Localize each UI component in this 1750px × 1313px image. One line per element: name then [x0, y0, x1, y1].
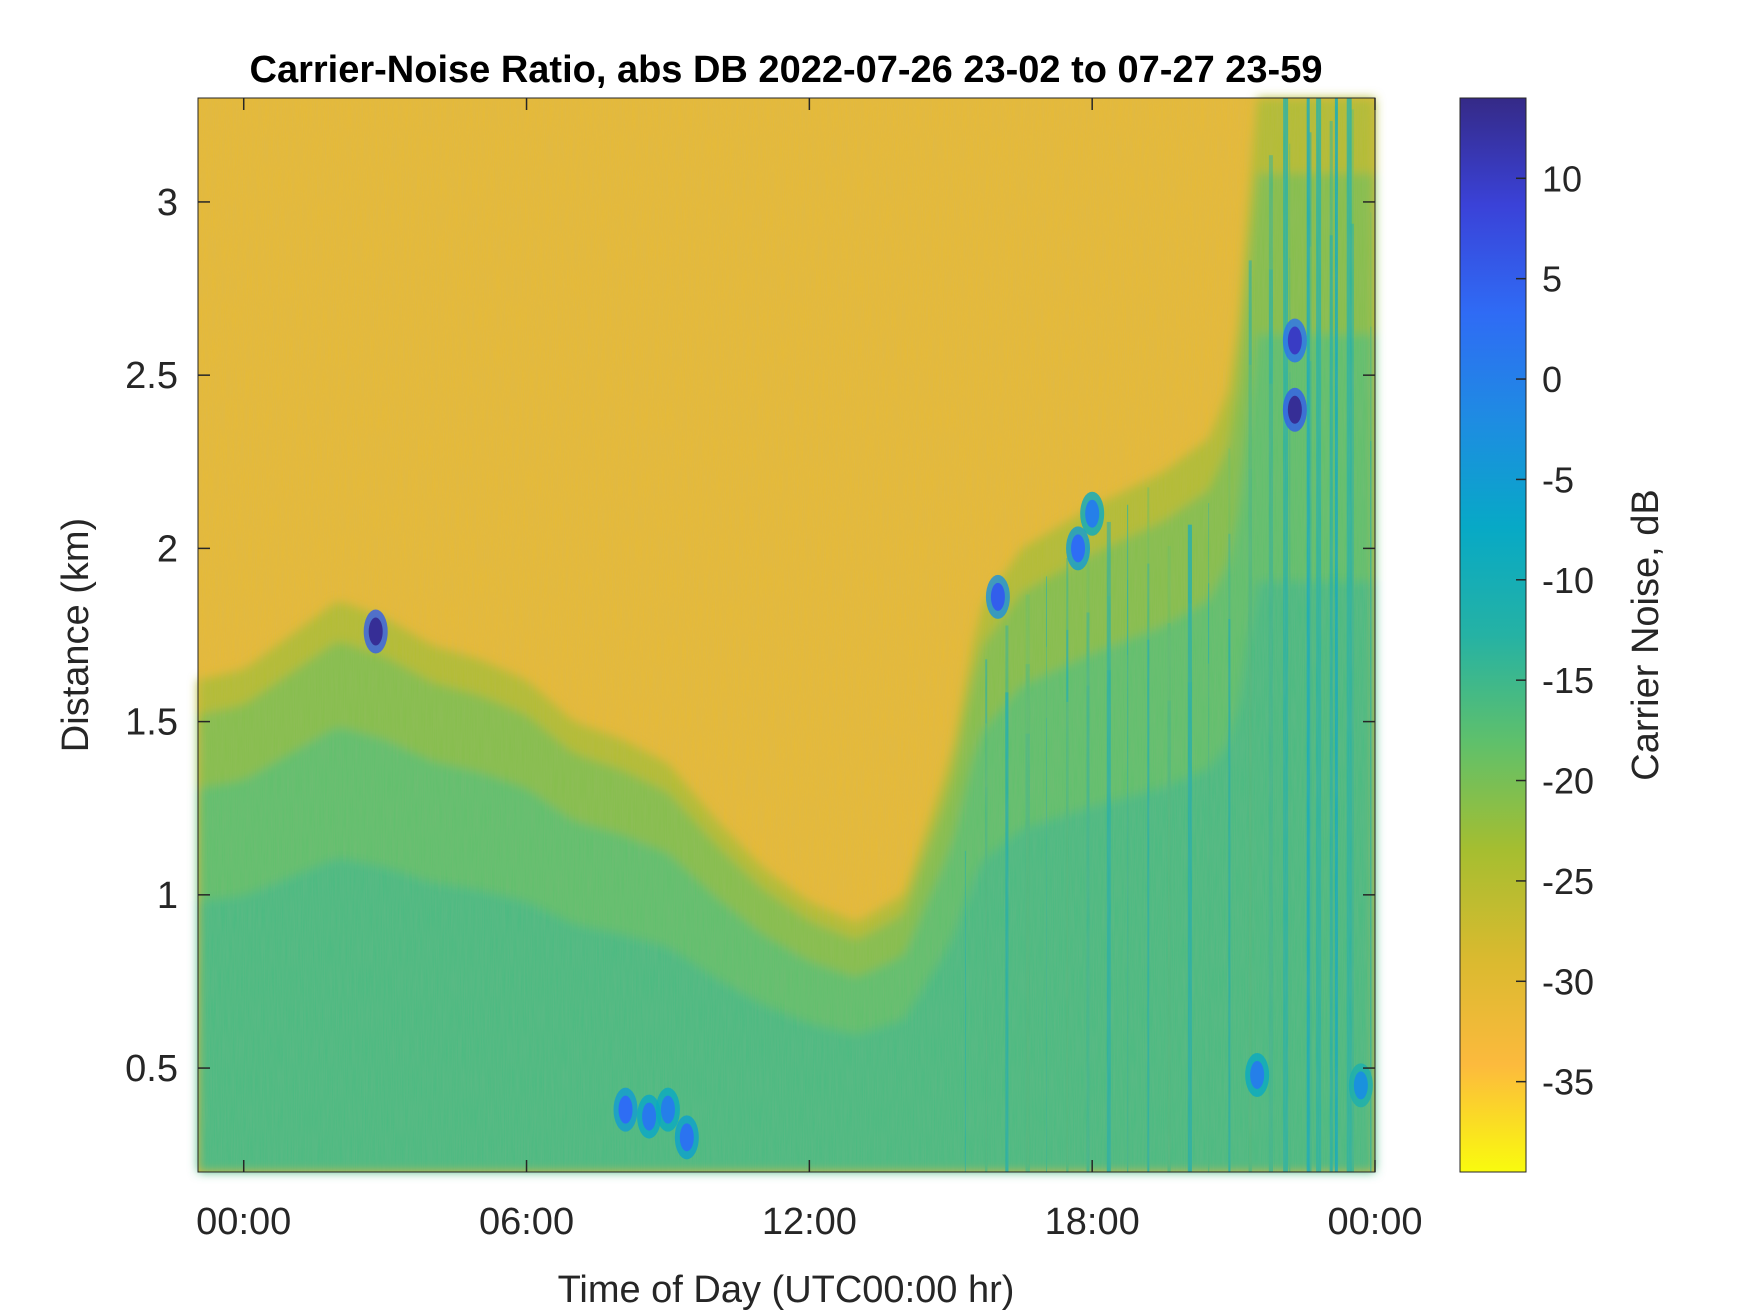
high-snr-feature	[1085, 499, 1100, 528]
x-axis-label: Time of Day (UTC00:00 hr)	[558, 1269, 1015, 1311]
colorbar-tick-label: -15	[1542, 660, 1594, 701]
colorbar-tick-label: -5	[1542, 459, 1574, 500]
x-tick-label: 18:00	[1045, 1201, 1140, 1243]
colorbar-gradient	[1459, 97, 1527, 1173]
x-tick-label: 12:00	[762, 1201, 857, 1243]
colorbar-tick-label: -20	[1542, 761, 1594, 802]
x-tick-label: 06:00	[479, 1201, 574, 1243]
high-snr-feature	[1353, 1071, 1368, 1100]
high-snr-feature	[679, 1123, 694, 1152]
colorbar-tick-label: -25	[1542, 861, 1594, 902]
y-tick-label: 1	[157, 875, 178, 917]
y-axis-label: Distance (km)	[55, 518, 97, 752]
high-snr-feature	[368, 617, 383, 646]
colorbar: 10 5 0 -5 -10 -15 -20 -25 -30 -35	[1459, 97, 1594, 1173]
y-axis: 0.5 1 1.5 2 2.5 3	[125, 182, 1375, 1090]
plot-frame	[197, 97, 1376, 1173]
colorbar-tick-label: 0	[1542, 359, 1562, 400]
y-tick-label: 1.5	[125, 702, 178, 744]
y-tick-label: 3	[157, 182, 178, 224]
chart-title: Carrier-Noise Ratio, abs DB 2022-07-26 2…	[250, 49, 1323, 91]
colorbar-tick-label: -30	[1542, 961, 1594, 1002]
high-snr-feature	[1071, 534, 1086, 563]
high-snr-feature	[618, 1095, 633, 1124]
y-tick-label: 0.5	[125, 1048, 178, 1090]
high-snr-feature	[660, 1095, 675, 1124]
colorbar-tick-label: -10	[1542, 560, 1594, 601]
colorbar-tick-label: -35	[1542, 1062, 1594, 1103]
x-tick-label: 00:00	[1327, 1201, 1422, 1243]
colorbar-tick-label: 5	[1542, 259, 1562, 300]
y-tick-label: 2.5	[125, 355, 178, 397]
high-snr-feature	[1287, 395, 1302, 424]
colorbar-tick-label: 10	[1542, 158, 1582, 199]
high-snr-feature	[642, 1102, 657, 1131]
colorbar-label: Carrier Noise, dB	[1625, 489, 1667, 780]
x-axis: 00:00 06:00 12:00 18:00 00:00	[196, 98, 1423, 1243]
high-snr-feature	[1287, 326, 1302, 355]
y-tick-label: 2	[157, 528, 178, 570]
high-snr-feature	[1250, 1060, 1265, 1089]
heatmap-plot-area	[197, 97, 1376, 1173]
x-tick-label: 00:00	[196, 1201, 291, 1243]
high-snr-feature	[990, 582, 1005, 611]
noise-texture	[198, 98, 1375, 1172]
